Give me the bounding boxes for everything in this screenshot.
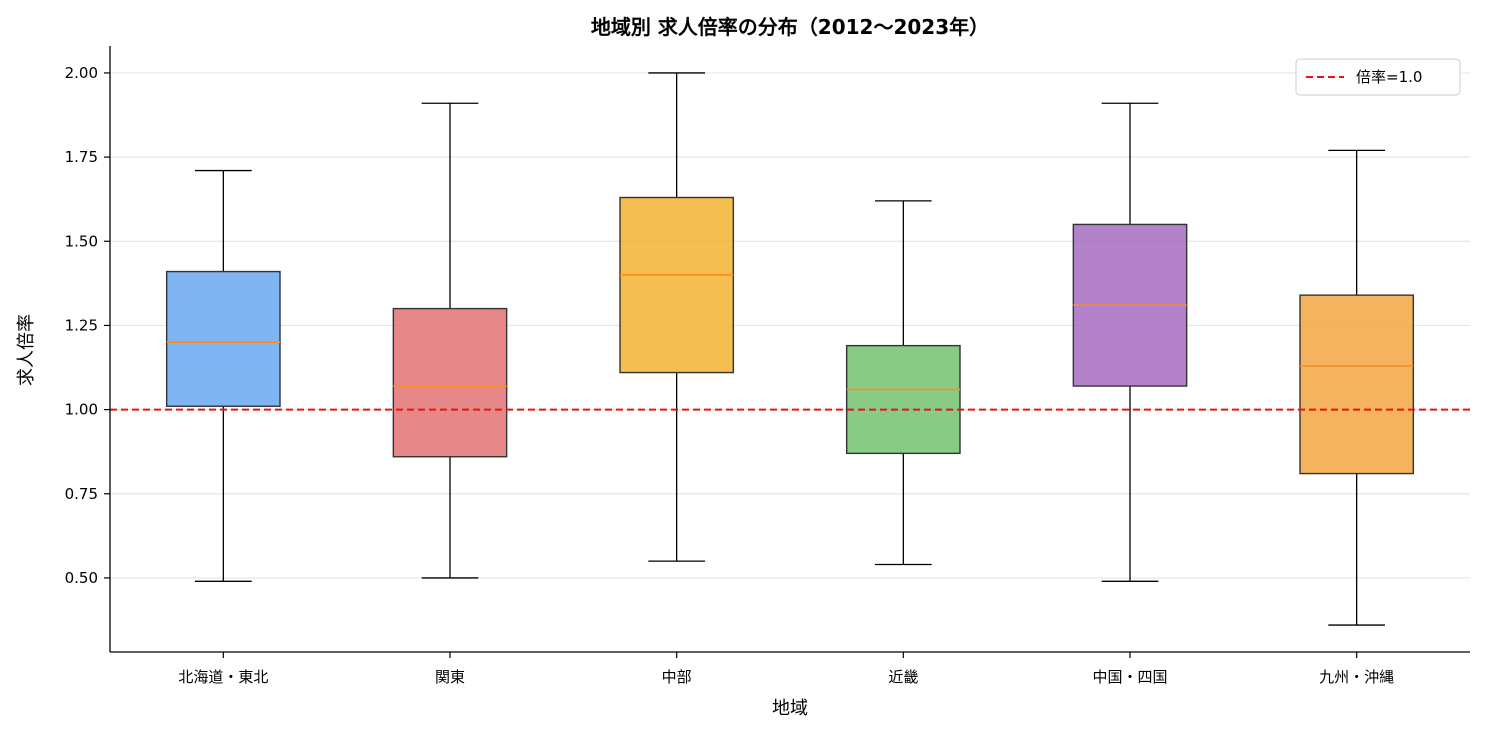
y-axis-ticks: 0.50 0.75 1.00 1.25 1.50 1.75 2.00 bbox=[65, 64, 110, 587]
legend-label: 倍率=1.0 bbox=[1356, 68, 1422, 86]
box-3 bbox=[845, 200, 961, 566]
box-body bbox=[1299, 294, 1415, 475]
axes bbox=[109, 46, 1470, 653]
box-1 bbox=[392, 102, 508, 579]
grid-lines bbox=[110, 72, 1470, 579]
y-tick-label: 1.00 bbox=[65, 401, 98, 419]
x-tick-label: 関東 bbox=[435, 668, 465, 686]
y-tick-label: 1.50 bbox=[65, 232, 98, 250]
x-tick-label: 中国・四国 bbox=[1092, 668, 1167, 686]
chart-title: 地域別 求人倍率の分布（2012〜2023年） bbox=[591, 15, 989, 39]
legend-box bbox=[1295, 58, 1461, 96]
box-series bbox=[165, 72, 1415, 626]
box-0 bbox=[165, 169, 281, 582]
x-tick-label: 北海道・東北 bbox=[178, 668, 268, 686]
y-axis-label: 求人倍率 bbox=[16, 314, 37, 386]
box-body bbox=[165, 270, 281, 407]
x-tick-label: 近畿 bbox=[888, 668, 918, 686]
y-tick-label: 0.75 bbox=[65, 485, 98, 503]
x-tick-label: 中部 bbox=[662, 668, 692, 686]
box-4 bbox=[1072, 102, 1188, 582]
y-tick-label: 1.75 bbox=[65, 148, 98, 166]
legend: 倍率=1.0 bbox=[1295, 58, 1461, 96]
x-axis-label: 地域 bbox=[772, 698, 808, 719]
x-axis-ticks: 北海道・東北 関東 中部 近畿 中国・四国 九州・沖縄 bbox=[178, 652, 1394, 686]
x-tick-label: 九州・沖縄 bbox=[1319, 668, 1394, 686]
box-5 bbox=[1299, 149, 1415, 626]
y-tick-label: 1.25 bbox=[65, 316, 98, 334]
box-body bbox=[392, 307, 508, 458]
box-body bbox=[619, 196, 735, 374]
box-2 bbox=[619, 72, 735, 562]
y-tick-label: 2.00 bbox=[65, 64, 98, 82]
y-tick-label: 0.50 bbox=[65, 569, 98, 587]
box-body bbox=[845, 344, 961, 455]
